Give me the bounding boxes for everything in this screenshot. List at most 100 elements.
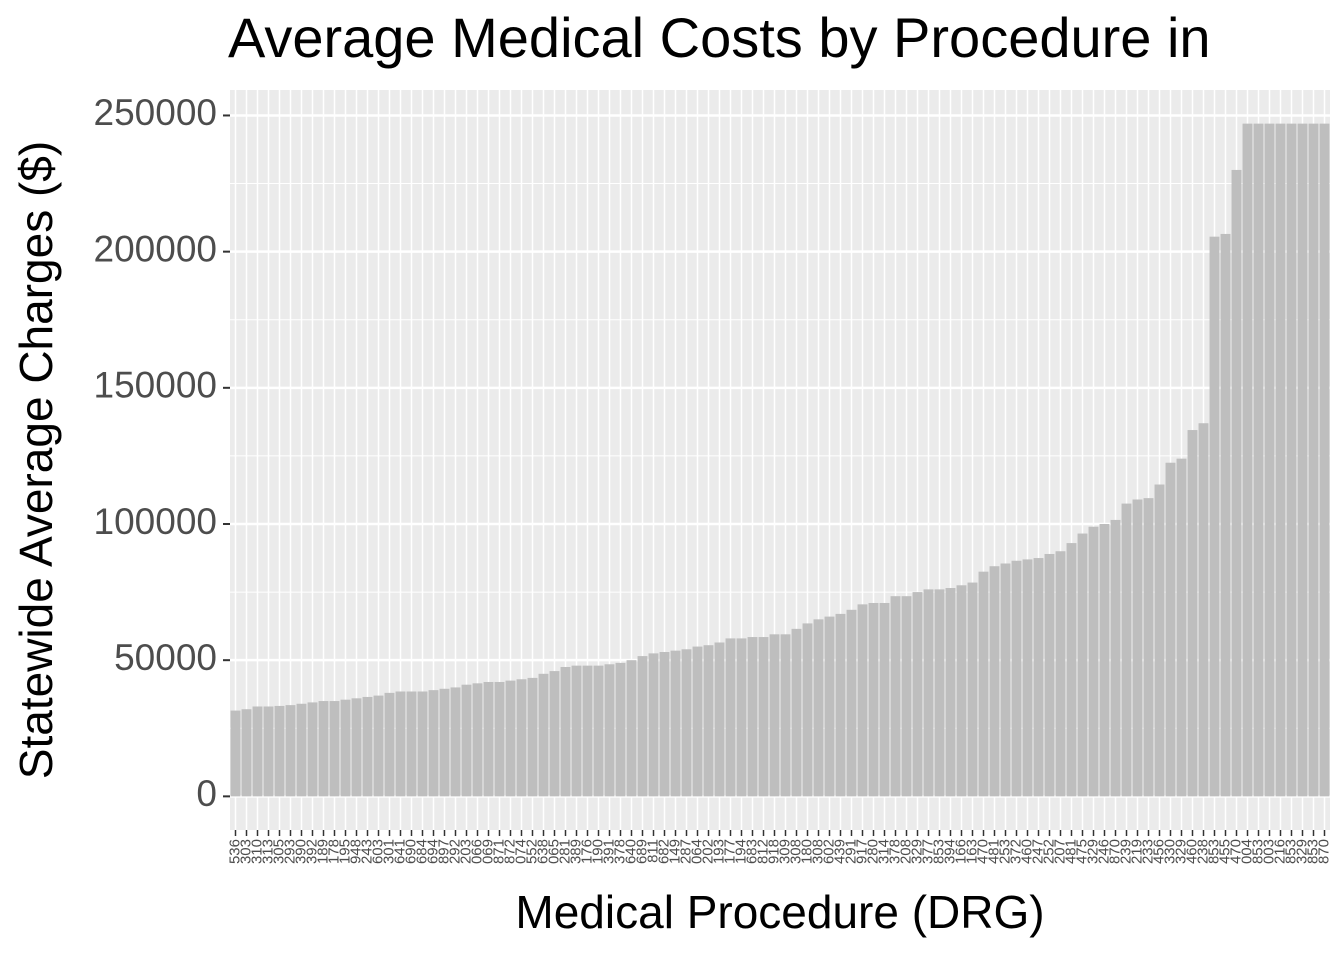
- bar: [351, 698, 362, 797]
- bar: [934, 589, 945, 797]
- bar: [230, 710, 241, 797]
- x-tick-label: 897: [435, 839, 452, 864]
- x-tick-label: 377: [919, 839, 936, 864]
- x-tick-label: 069: [479, 839, 496, 864]
- x-tick-label: 853: [1282, 839, 1299, 864]
- x-tick-label: 391: [600, 839, 617, 864]
- bar: [1011, 560, 1022, 797]
- bar: [978, 571, 989, 797]
- x-tick-label: 292: [446, 839, 463, 864]
- x-tick-label: 252: [1040, 839, 1057, 864]
- bar: [1187, 430, 1198, 797]
- x-tick-label: 638: [534, 839, 551, 864]
- bar: [681, 649, 692, 797]
- bar: [1066, 543, 1077, 797]
- bar: [450, 687, 461, 797]
- bar: [890, 596, 901, 797]
- bar: [560, 666, 571, 797]
- bar: [615, 662, 626, 797]
- bar: [813, 619, 824, 797]
- bar: [1033, 558, 1044, 797]
- bar: [1132, 499, 1143, 797]
- x-tick-label: 470: [1227, 839, 1244, 864]
- bar: [1286, 123, 1297, 797]
- bar: [956, 585, 967, 797]
- x-tick-label: 378: [886, 839, 903, 864]
- bar: [274, 705, 285, 797]
- bar: [1000, 563, 1011, 797]
- x-tick-label: 180: [798, 839, 815, 864]
- bar: [769, 634, 780, 797]
- x-tick-label: 389: [567, 839, 584, 864]
- x-tick-label: 917: [853, 839, 870, 864]
- bar: [252, 706, 263, 797]
- x-tick-label: 329: [908, 839, 925, 864]
- x-tick-label: 195: [336, 839, 353, 864]
- y-tick-label: 50000: [114, 637, 217, 678]
- x-tick-label: 301: [380, 839, 397, 864]
- bar: [692, 646, 703, 797]
- bar: [538, 673, 549, 797]
- bar: [1297, 123, 1308, 797]
- bar: [736, 638, 747, 797]
- x-tick-label: 287: [677, 839, 694, 864]
- bar: [296, 703, 307, 797]
- bar: [593, 665, 604, 797]
- bar: [1110, 519, 1121, 797]
- x-tick-label: 178: [325, 839, 342, 864]
- x-tick-label: 239: [1117, 839, 1134, 864]
- x-tick-label: 460: [1183, 839, 1200, 864]
- x-tick-label: 853: [1304, 839, 1321, 864]
- x-tick-label: 163: [963, 839, 980, 864]
- bar: [1198, 423, 1209, 797]
- bar: [1231, 169, 1242, 797]
- x-tick-label: 314: [875, 839, 892, 864]
- bar: [329, 701, 340, 797]
- bar: [780, 634, 791, 797]
- x-tick-label: 536: [226, 839, 243, 864]
- x-tick-label: 293: [281, 839, 298, 864]
- bar: [1055, 551, 1066, 797]
- bar: [868, 602, 879, 797]
- bar: [263, 706, 274, 797]
- bar: [1264, 123, 1275, 797]
- x-tick-label: 439: [831, 839, 848, 864]
- x-tick-label: 330: [1161, 839, 1178, 864]
- x-tick-label: 481: [1062, 839, 1079, 864]
- bar: [901, 596, 912, 797]
- bar: [802, 623, 813, 797]
- x-tick-label: 392: [303, 839, 320, 864]
- x-tick-label: 247: [1029, 839, 1046, 864]
- x-tick-label: 552: [523, 839, 540, 864]
- bar: [1143, 498, 1154, 797]
- x-tick-label: 683: [743, 839, 760, 864]
- x-tick-label: 372: [1007, 839, 1024, 864]
- x-tick-label: 194: [732, 839, 749, 864]
- bar: [1022, 559, 1033, 797]
- bar: [835, 613, 846, 797]
- bar: [604, 664, 615, 797]
- bar: [879, 602, 890, 797]
- x-tick-label: 390: [292, 839, 309, 864]
- x-tick-label: 378: [611, 839, 628, 864]
- x-tick-label: 281: [556, 839, 573, 864]
- bar: [384, 692, 395, 797]
- bar: [417, 691, 428, 797]
- y-tick-label: 0: [196, 773, 217, 814]
- x-tick-label: 310: [248, 839, 265, 864]
- x-tick-label: 682: [655, 839, 672, 864]
- bar: [483, 681, 494, 797]
- x-tick-label: 948: [347, 839, 364, 864]
- x-tick-label: 640: [622, 839, 639, 864]
- x-tick-label: 460: [1018, 839, 1035, 864]
- x-tick-label: 066: [468, 839, 485, 864]
- panel: [230, 90, 1330, 830]
- x-tick-label: 812: [754, 839, 771, 864]
- x-tick-label: 853: [930, 839, 947, 864]
- bar: [989, 566, 1000, 797]
- bar: [945, 588, 956, 797]
- x-tick-label: 291: [842, 839, 859, 864]
- x-tick-label: 455: [1216, 839, 1233, 864]
- bar: [362, 696, 373, 797]
- bar: [1077, 533, 1088, 797]
